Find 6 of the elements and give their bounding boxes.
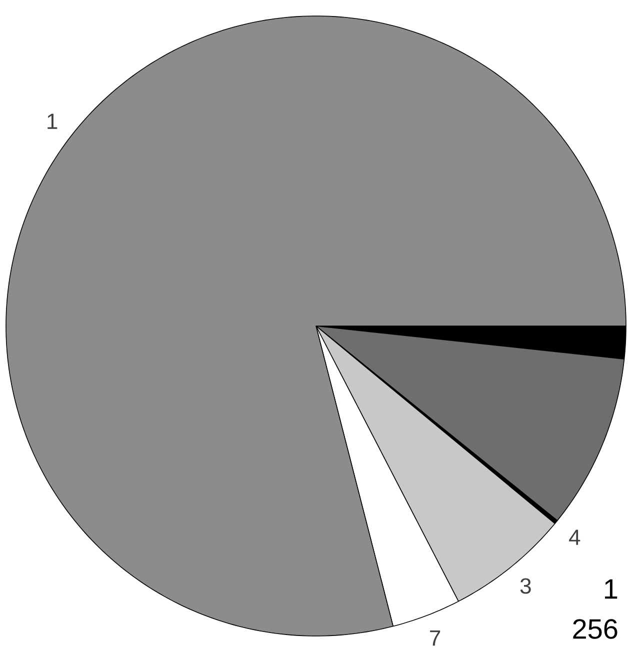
slice-label: 7	[430, 630, 440, 646]
text: 1	[605, 579, 618, 599]
slice-label: 1	[48, 114, 58, 129]
slice-label: 4	[569, 530, 580, 545]
slice-label: 3	[520, 578, 531, 594]
text: 256	[573, 619, 618, 639]
